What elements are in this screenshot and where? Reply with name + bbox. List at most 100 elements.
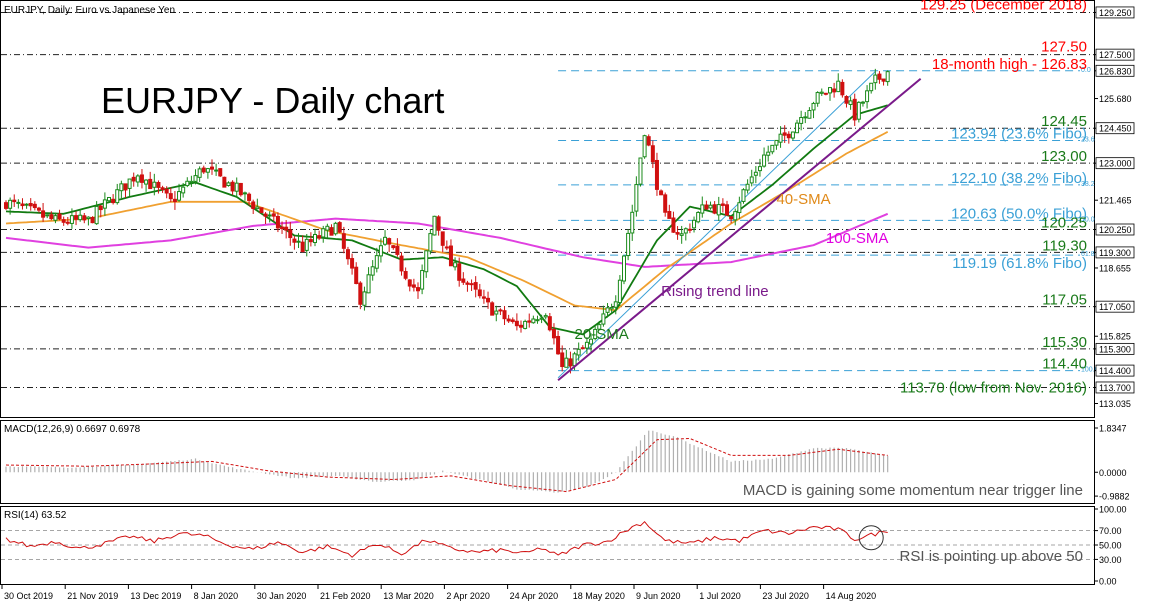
candle-body-89 <box>370 266 375 276</box>
candle-body-33 <box>139 174 144 183</box>
y-tick-box-1 <box>1095 48 1135 61</box>
candle-body-4 <box>20 203 25 207</box>
x-tick-label-11: 1 Jul 2020 <box>699 591 741 601</box>
candle-body-78 <box>325 225 330 231</box>
candle-body-91 <box>378 245 383 257</box>
candle-body-195 <box>807 110 812 119</box>
candle-body-138 <box>572 353 577 367</box>
candle-body-93 <box>387 238 392 245</box>
y-tick-box-4 <box>1095 122 1135 135</box>
candle-body-144 <box>597 324 602 330</box>
candle-body-68 <box>284 226 289 231</box>
candle-body-122 <box>506 318 511 322</box>
candle-body-3 <box>16 201 21 204</box>
candle-body-152 <box>630 211 635 234</box>
rsi-tick-label-1: 70.00 <box>1099 526 1122 536</box>
candle-body-153 <box>634 184 639 212</box>
candle-body-186 <box>770 144 775 153</box>
candle-body-128 <box>531 318 536 324</box>
candle-body-94 <box>391 245 396 249</box>
candle-body-104 <box>432 215 437 236</box>
fib-tag-6: 38.2 <box>1081 181 1095 188</box>
x-tick-label-2: 13 Dec 2019 <box>130 591 181 601</box>
candle-body-209 <box>865 90 870 103</box>
level-label-0: 129.25 (December 2018) <box>920 0 1087 13</box>
level-label-6: 122.10 (38.2% Fibo) <box>951 170 1087 187</box>
candle-body-75 <box>313 233 317 244</box>
candle-body-177 <box>733 211 738 221</box>
candle-body-50 <box>210 166 214 170</box>
candle-body-173 <box>716 204 721 216</box>
rsi-note: RSI is pointing up above 50 <box>900 548 1083 565</box>
candle-body-107 <box>444 246 449 249</box>
candle-body-1 <box>8 199 13 209</box>
x-tick-label-7: 2 Apr 2020 <box>446 591 490 601</box>
candle-body-188 <box>778 133 783 143</box>
candle-body-101 <box>420 270 425 290</box>
candle-body-92 <box>383 236 388 245</box>
candle-body-191 <box>790 131 795 139</box>
x-tick-label-0: 30 Oct 2019 <box>4 591 53 601</box>
candle-body-164 <box>679 233 684 236</box>
fib-tag-4: 23.6 <box>1081 137 1095 144</box>
candle-body-143 <box>593 328 598 340</box>
candle-body-87 <box>362 291 367 306</box>
y-tick-label-10: 117.050 <box>1099 302 1131 312</box>
candle-body-170 <box>704 204 709 210</box>
level-label-3: 124.45 <box>1041 113 1087 130</box>
level-label-8: 120.25 <box>1041 215 1087 232</box>
candle-body-99 <box>411 284 416 288</box>
y-tick-label-13: 114.400 <box>1099 366 1131 376</box>
candle-body-85 <box>354 266 359 284</box>
candle-body-20 <box>86 216 91 220</box>
candle-body-141 <box>584 341 589 349</box>
candle-body-25 <box>107 196 111 202</box>
fib-channel-line <box>557 71 876 379</box>
candle-body-154 <box>638 157 643 185</box>
y-tick-box-8 <box>1095 246 1135 259</box>
candle-body-44 <box>185 180 190 187</box>
candle-body-140 <box>580 347 585 350</box>
candle-body-134 <box>556 335 561 355</box>
candle-body-26 <box>111 198 116 204</box>
rsi-tick-label-3: 30.00 <box>1099 555 1122 565</box>
candle-body-74 <box>308 239 313 243</box>
candle-body-2 <box>12 199 17 203</box>
candle-body-176 <box>729 216 734 220</box>
level-label-12: 115.30 <box>1042 334 1087 351</box>
candle-body-18 <box>78 214 83 221</box>
candle-body-145 <box>601 313 606 325</box>
y-tick-label-14: 113.700 <box>1099 383 1131 393</box>
level-label-9: 119.30 <box>1042 237 1087 254</box>
level-label-4: 123.94 (23.6% Fibo) <box>951 126 1087 143</box>
candle-body-77 <box>321 228 326 238</box>
candle-body-82 <box>341 233 346 249</box>
candle-body-171 <box>708 204 713 209</box>
candle-body-29 <box>123 183 128 191</box>
macd-signal-line <box>5 437 888 493</box>
candle-body-48 <box>201 167 206 173</box>
rsi-highlight-circle <box>858 525 884 551</box>
candle-body-117 <box>486 297 491 303</box>
candle-body-88 <box>366 274 371 294</box>
candle-body-204 <box>844 96 849 104</box>
candle-body-120 <box>498 309 503 312</box>
y-tick-box-13 <box>1095 364 1135 377</box>
candle-body-62 <box>259 207 264 214</box>
candle-body-197 <box>815 92 820 104</box>
candle-body-208 <box>860 101 865 104</box>
annotation-0: 40-SMA <box>776 191 830 208</box>
candle-body-160 <box>663 194 668 213</box>
y-tick-label-1: 127.500 <box>1099 50 1132 60</box>
candle-body-158 <box>654 159 659 190</box>
candle-body-135 <box>560 352 565 368</box>
candle-body-187 <box>774 139 779 146</box>
candle-body-182 <box>753 171 758 176</box>
candle-body-174 <box>720 203 725 206</box>
y-tick-label-15: 113.035 <box>1099 399 1131 409</box>
candle-body-207 <box>856 101 861 120</box>
candle-body-98 <box>407 279 412 287</box>
x-tick-label-10: 9 Jun 2020 <box>636 591 681 601</box>
candle-body-139 <box>576 348 581 356</box>
level-label-14: 113.70 (low from Nov. 2016) <box>900 379 1087 396</box>
